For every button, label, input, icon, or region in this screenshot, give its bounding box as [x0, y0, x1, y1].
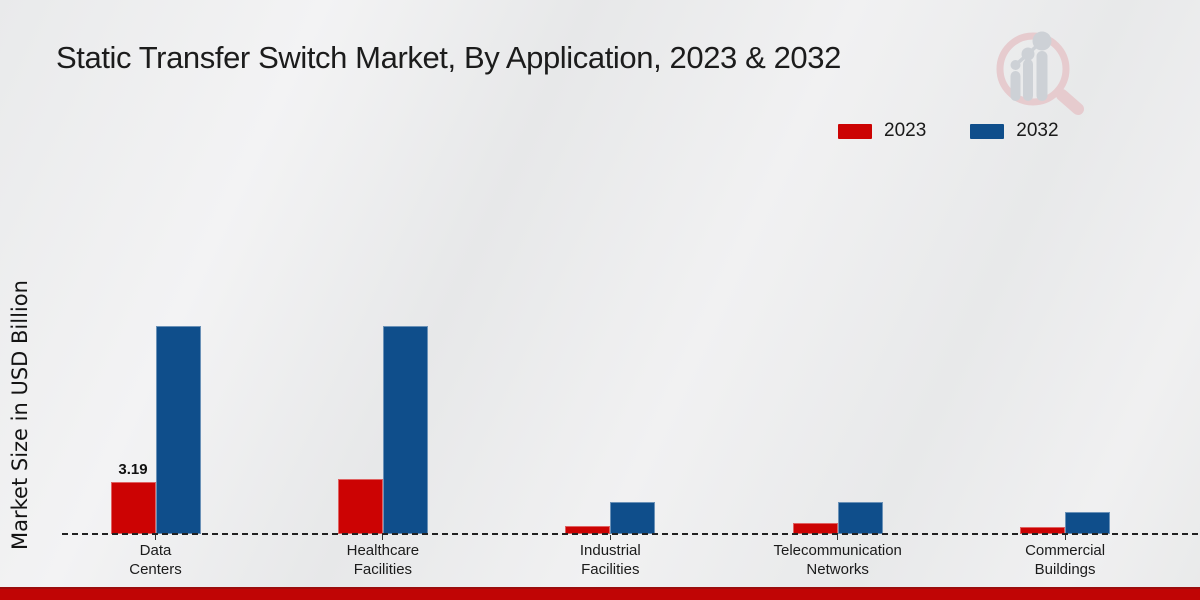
logo-node-large-icon [1032, 31, 1052, 51]
logo-node-small-icon [1010, 60, 1021, 70]
footer-red-strip [0, 587, 1200, 600]
legend-label-2032: 2032 [1016, 120, 1059, 141]
bar-2032-industrial-facilities [610, 502, 656, 534]
chart-title: Static Transfer Switch Market, By Applic… [56, 40, 841, 75]
legend: 2023 2032 [838, 120, 1059, 142]
legend-label-2023: 2023 [884, 120, 927, 141]
x-axis-tick-telecommunication-networks [837, 535, 839, 540]
x-axis-label-telecommunication-networks: Telecommunication Networks [773, 542, 902, 578]
x-axis-baseline [62, 533, 1198, 535]
bar-2032-data-centers [155, 326, 201, 534]
bar-value-label: 3.19 [118, 461, 148, 478]
legend-swatch-2023 [838, 123, 872, 139]
logo-bar-tall-icon [1036, 51, 1048, 101]
logo-node-medium-icon [1021, 47, 1035, 61]
brand-logo-watermark [996, 31, 1084, 115]
bar-2032-telecommunication-networks [837, 501, 883, 534]
bar-2023-healthcare-facilities [337, 479, 383, 534]
x-axis-label-industrial-facilities: Industrial Facilities [579, 542, 641, 578]
logo-bar-medium-icon [1023, 59, 1033, 101]
legend-item-2032: 2032 [970, 120, 1059, 142]
bar-2023-data-centers [110, 482, 156, 534]
bar-2023-industrial-facilities [565, 526, 611, 534]
x-axis-label-commercial-buildings: Commercial Buildings [1025, 542, 1106, 578]
logo-bar-small-icon [1010, 71, 1021, 101]
bar-2023-commercial-buildings [1020, 527, 1066, 534]
legend-item-2023: 2023 [838, 120, 926, 142]
x-axis-label-healthcare-facilities: Healthcare Facilities [346, 542, 420, 578]
bar-2032-commercial-buildings [1065, 511, 1111, 534]
x-axis-tick-commercial-buildings [1064, 535, 1066, 540]
x-axis-tick-healthcare-facilities [382, 535, 384, 540]
legend-swatch-2032 [970, 123, 1005, 139]
x-axis-tick-data-centers [155, 535, 156, 540]
magnifier-ring-icon [996, 32, 1070, 106]
bar-2032-healthcare-facilities [382, 326, 428, 534]
x-axis-label-data-centers: Data Centers [129, 542, 182, 578]
magnifier-handle-icon [1056, 89, 1084, 115]
x-axis-tick-industrial-facilities [609, 535, 611, 540]
bar-2023-telecommunication-networks [792, 523, 838, 534]
